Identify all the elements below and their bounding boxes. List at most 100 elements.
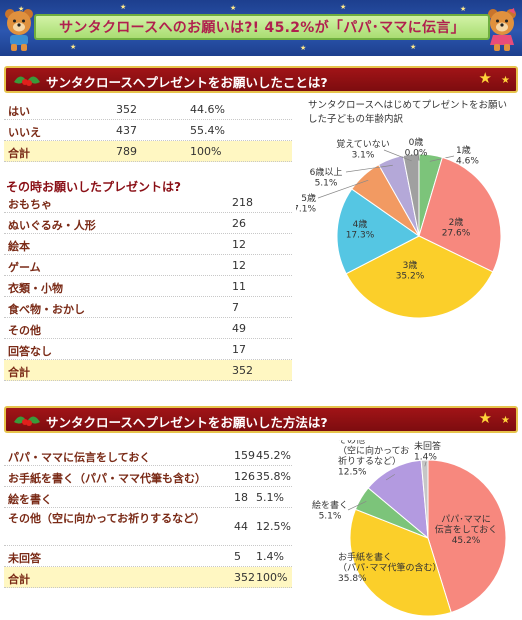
star-decoration: ★ <box>300 44 307 52</box>
table-row: その他（空に向かってお祈りするなど） 44 12.5% <box>4 508 292 546</box>
slice-label: 6歳以上 5.1% <box>310 166 343 189</box>
pie-slice <box>345 235 494 319</box>
table-row: その他 49 <box>4 318 292 339</box>
row-label: 衣類・小物 <box>8 282 63 295</box>
gift-subheading: その時お願いしたプレゼントは? <box>6 180 181 194</box>
star-icon: ★ <box>478 69 492 87</box>
slice-label: 4歳 17.3% <box>346 218 375 241</box>
table-row: お手紙を書く（パパ・ママ代筆も含む） 126 35.8% <box>4 466 292 487</box>
pie-slice <box>349 508 452 617</box>
row-count: 18 <box>234 491 248 504</box>
row-count: 789 <box>116 145 137 158</box>
table-row: 絵本 12 <box>4 234 292 255</box>
row-label: おもちゃ <box>8 198 52 211</box>
leader-line <box>347 500 367 511</box>
row-count: 49 <box>232 322 246 335</box>
table-row: 未回答 5 1.4% <box>4 546 292 567</box>
slice-label: その他（空に向かってお祈りするなど） 12.5% <box>338 440 409 478</box>
slice-label: パパ･ママに伝言をしておく 45.2% <box>435 514 497 546</box>
chart-caption: サンタクロースへはじめてプレゼントをお願いした子どもの年齢内訳 <box>308 100 508 125</box>
row-label: 食べ物・おかし <box>8 303 85 316</box>
star-icon: ★ <box>501 415 510 426</box>
page-title: サンタクロースへのお願いは?! 45.2%が「パパ･ママに伝言」 <box>59 20 465 36</box>
table-row: ぬいぐるみ・人形 26 <box>4 213 292 234</box>
row-label: ゲーム <box>8 261 41 274</box>
leader-line <box>383 149 412 162</box>
table-row: 回答なし 17 <box>4 339 292 360</box>
method-pie-chart: パパ･ママに伝言をしておく 45.2% お手紙を書く（パパ･ママ代筆の含む） 35.8… <box>312 440 507 617</box>
section-header-request: サンタクロースへプレゼントをお願いしたことは? ★ ★ <box>4 66 518 93</box>
request-table: はい 352 44.6% いいえ 437 55.4% 合計 789 100% <box>4 99 292 162</box>
table-row: ゲーム 12 <box>4 255 292 276</box>
leader-line <box>424 461 427 467</box>
row-label: いいえ <box>8 126 41 139</box>
pie-slice <box>336 188 420 275</box>
row-label: ぬいぐるみ・人形 <box>8 219 96 232</box>
row-count: 352 <box>232 364 253 377</box>
leader-line <box>317 179 369 199</box>
row-percent: 100% <box>256 571 288 584</box>
section-title: サンタクロースへプレゼントをお願いしたことは? <box>46 75 328 90</box>
bear-boy-icon <box>5 9 33 51</box>
slice-label: 1歳 4.6% <box>456 144 479 167</box>
star-decoration: ★ <box>18 5 25 13</box>
row-count: 437 <box>116 124 137 137</box>
row-percent: 12.5% <box>256 520 291 533</box>
row-count: 5 <box>234 550 241 563</box>
pie-slice <box>367 459 429 540</box>
slice-label: お手紙を書く（パパ･ママ代筆の含む） 35.8% <box>338 551 442 584</box>
row-label: 絵本 <box>8 240 30 253</box>
leader-line <box>417 149 420 161</box>
slice-label: 0歳 0.0% <box>405 136 428 159</box>
row-count: 17 <box>232 343 246 356</box>
pie-slice <box>418 156 502 273</box>
row-percent: 35.8% <box>256 470 291 483</box>
row-percent: 1.4% <box>256 550 284 563</box>
method-table: パパ・ママに伝言をしておく 159 45.2% お手紙を書く（パパ・ママ代筆も含… <box>4 445 292 588</box>
leader-line <box>385 474 396 481</box>
row-count: 352 <box>116 103 137 116</box>
row-percent: 100% <box>190 145 222 158</box>
row-percent: 55.4% <box>190 124 225 137</box>
row-count: 26 <box>232 217 246 230</box>
row-label: お手紙を書く（パパ・ママ代筆も含む） <box>8 472 206 485</box>
row-label: その他 <box>8 324 41 337</box>
slice-label: 覚えていない 3.1% <box>336 138 390 161</box>
star-decoration: ★ <box>120 3 127 11</box>
star-icon: ★ <box>501 75 510 86</box>
row-label: 合計 <box>8 147 30 160</box>
gift-table: おもちゃ 218 ぬいぐるみ・人形 26 絵本 12 ゲーム 12 衣類・小物 11 食べ… <box>4 192 292 381</box>
table-row: はい 352 44.6% <box>4 99 292 120</box>
leader-line <box>345 164 393 173</box>
table-row: おもちゃ 218 <box>4 192 292 213</box>
row-percent: 45.2% <box>256 449 291 462</box>
table-row-total: 合計 352 100% <box>4 567 292 588</box>
row-count: 159 <box>234 449 255 462</box>
slice-label: 絵を書く 5.1% <box>312 499 348 522</box>
row-count: 11 <box>232 280 246 293</box>
table-row: 衣類・小物 11 <box>4 276 292 297</box>
row-count: 126 <box>234 470 255 483</box>
row-label: 未回答 <box>8 552 41 565</box>
row-count: 352 <box>234 571 255 584</box>
row-count: 7 <box>232 301 239 314</box>
slice-label: 3歳 35.2% <box>396 259 425 282</box>
row-label: 合計 <box>8 366 30 379</box>
row-percent: 5.1% <box>256 491 284 504</box>
holly-icon <box>14 416 40 426</box>
holly-icon <box>14 76 40 86</box>
section-title: サンタクロースへプレゼントをお願いした方法は? <box>46 415 328 430</box>
row-label: パパ・ママに伝言をしておく <box>8 451 151 464</box>
star-decoration: ★ <box>460 5 467 13</box>
row-count: 218 <box>232 196 253 209</box>
bear-girl-icon <box>488 8 516 51</box>
row-label: 回答なし <box>8 345 52 358</box>
row-count: 44 <box>234 520 248 533</box>
row-label: 合計 <box>8 573 30 586</box>
section-header-method: サンタクロースへプレゼントをお願いした方法は? ★ ★ <box>4 406 518 433</box>
row-percent: 44.6% <box>190 103 225 116</box>
slice-label: 2歳 27.6% <box>442 216 471 239</box>
table-row-total: 合計 352 <box>4 360 292 381</box>
table-row: 食べ物・おかし 7 <box>4 297 292 318</box>
